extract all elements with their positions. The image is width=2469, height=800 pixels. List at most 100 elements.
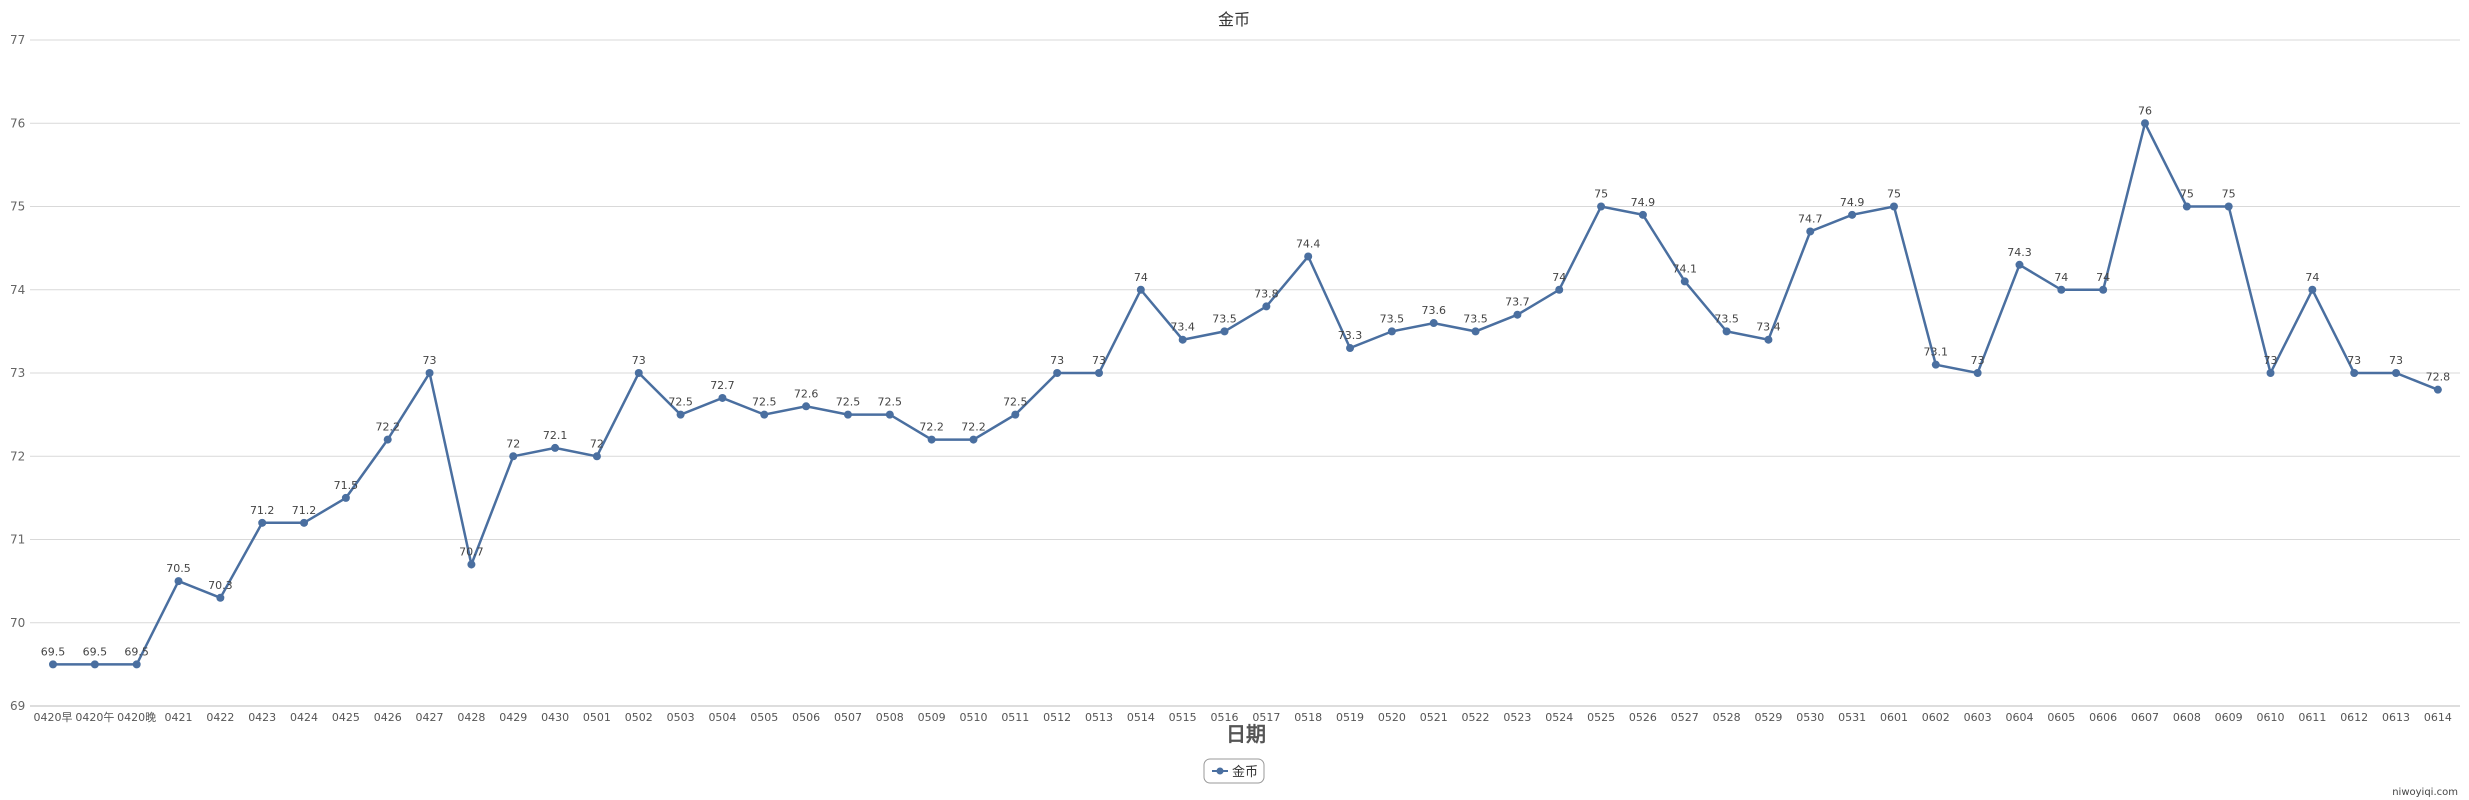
data-point[interactable] <box>1513 310 1522 319</box>
x-tick-label: 0427 <box>416 711 444 724</box>
data-point[interactable] <box>1848 210 1857 219</box>
x-tick-label: 0510 <box>959 711 987 724</box>
x-tick-label: 0603 <box>1964 711 1992 724</box>
data-point[interactable] <box>467 560 476 569</box>
data-point[interactable] <box>2433 385 2442 394</box>
data-point[interactable] <box>1429 319 1438 328</box>
data-point[interactable] <box>1471 327 1480 336</box>
x-tick-label: 0608 <box>2173 711 2201 724</box>
data-point[interactable] <box>383 435 392 444</box>
data-point[interactable] <box>885 410 894 419</box>
data-point[interactable] <box>2266 369 2275 377</box>
data-point[interactable] <box>2308 285 2317 294</box>
data-point[interactable] <box>509 452 518 461</box>
data-point[interactable] <box>927 435 936 444</box>
data-point[interactable] <box>1638 210 1647 219</box>
data-point[interactable] <box>1011 410 1020 419</box>
data-point[interactable] <box>1597 202 1606 211</box>
data-point[interactable] <box>300 518 309 527</box>
data-point[interactable] <box>634 369 643 377</box>
data-point[interactable] <box>216 593 225 602</box>
data-point[interactable] <box>1764 335 1773 344</box>
data-point[interactable] <box>1722 327 1731 336</box>
data-point[interactable] <box>49 660 57 669</box>
data-label: 74 <box>2054 271 2068 284</box>
data-point[interactable] <box>843 410 852 419</box>
data-point[interactable] <box>1387 327 1396 336</box>
data-label: 70.5 <box>166 562 191 575</box>
data-point[interactable] <box>760 410 769 419</box>
x-tick-label: 0504 <box>708 711 736 724</box>
y-tick-label: 73 <box>10 366 25 380</box>
data-point[interactable] <box>1136 285 1145 294</box>
x-tick-label: 0503 <box>667 711 695 724</box>
x-tick-label: 0514 <box>1127 711 1155 724</box>
data-point[interactable] <box>1973 369 1982 377</box>
data-point[interactable] <box>676 410 685 419</box>
data-point[interactable] <box>2015 260 2024 269</box>
x-tick-label: 0506 <box>792 711 820 724</box>
data-label: 73.1 <box>1924 346 1949 359</box>
data-point[interactable] <box>1680 277 1689 286</box>
data-point[interactable] <box>1806 227 1815 236</box>
data-point[interactable] <box>2057 285 2066 294</box>
data-label: 72.5 <box>836 396 861 409</box>
data-point[interactable] <box>2392 369 2401 377</box>
x-tick-label: 0526 <box>1629 711 1657 724</box>
legend[interactable]: 金币 <box>1203 758 1265 784</box>
legend-box[interactable] <box>1203 758 1265 784</box>
data-point[interactable] <box>90 660 99 669</box>
data-label: 73.3 <box>1338 329 1363 342</box>
data-point[interactable] <box>802 402 811 411</box>
data-label: 73.5 <box>1714 312 1739 325</box>
data-point[interactable] <box>2099 285 2108 294</box>
x-tick-label: 0508 <box>876 711 904 724</box>
data-point[interactable] <box>1304 252 1313 261</box>
x-tick-label: 0424 <box>290 711 318 724</box>
data-point[interactable] <box>1178 335 1187 344</box>
data-label: 71.2 <box>292 504 317 517</box>
x-tick-label: 0601 <box>1880 711 1908 724</box>
y-tick-label: 75 <box>10 200 25 214</box>
x-tick-label: 0519 <box>1336 711 1364 724</box>
data-point[interactable] <box>1095 369 1103 377</box>
data-label: 70.3 <box>208 579 233 592</box>
data-label: 70.7 <box>459 545 484 558</box>
x-tick-label: 0512 <box>1043 711 1071 724</box>
data-point[interactable] <box>2350 369 2359 377</box>
data-point[interactable] <box>1053 369 1062 377</box>
data-label: 72.8 <box>2426 371 2451 384</box>
x-tick-label: 0422 <box>206 711 234 724</box>
data-point[interactable] <box>2224 202 2233 211</box>
data-label: 72 <box>506 437 520 450</box>
data-point[interactable] <box>1262 302 1271 311</box>
data-label: 72.5 <box>878 396 903 409</box>
data-label: 73 <box>1971 354 1985 367</box>
data-point[interactable] <box>1931 360 1940 369</box>
data-point[interactable] <box>592 452 601 461</box>
x-axis-ticks: 0420早 0420午 0420晚 0421 0422 0423 0424 0425 0426 0… <box>34 711 2452 724</box>
y-tick-label: 76 <box>10 116 25 130</box>
data-point[interactable] <box>132 660 141 669</box>
x-tick-label: 0521 <box>1420 711 1448 724</box>
data-point[interactable] <box>969 435 978 444</box>
x-tick-label: 0421 <box>165 711 193 724</box>
data-point[interactable] <box>258 518 267 527</box>
data-label: 74.9 <box>1840 196 1865 209</box>
y-tick-label: 74 <box>10 283 25 297</box>
data-point[interactable] <box>341 493 350 502</box>
data-point[interactable] <box>2141 119 2149 128</box>
data-point[interactable] <box>1220 327 1229 336</box>
data-label: 76 <box>2138 104 2152 117</box>
data-point[interactable] <box>1889 202 1898 211</box>
data-point[interactable] <box>718 393 727 402</box>
data-label: 73.5 <box>1212 312 1237 325</box>
data-point[interactable] <box>1555 285 1564 294</box>
data-point[interactable] <box>425 369 434 377</box>
data-point[interactable] <box>174 577 183 586</box>
data-point[interactable] <box>1346 344 1355 353</box>
data-point[interactable] <box>2182 202 2191 211</box>
data-label: 69.5 <box>41 645 66 658</box>
data-point[interactable] <box>551 443 560 452</box>
